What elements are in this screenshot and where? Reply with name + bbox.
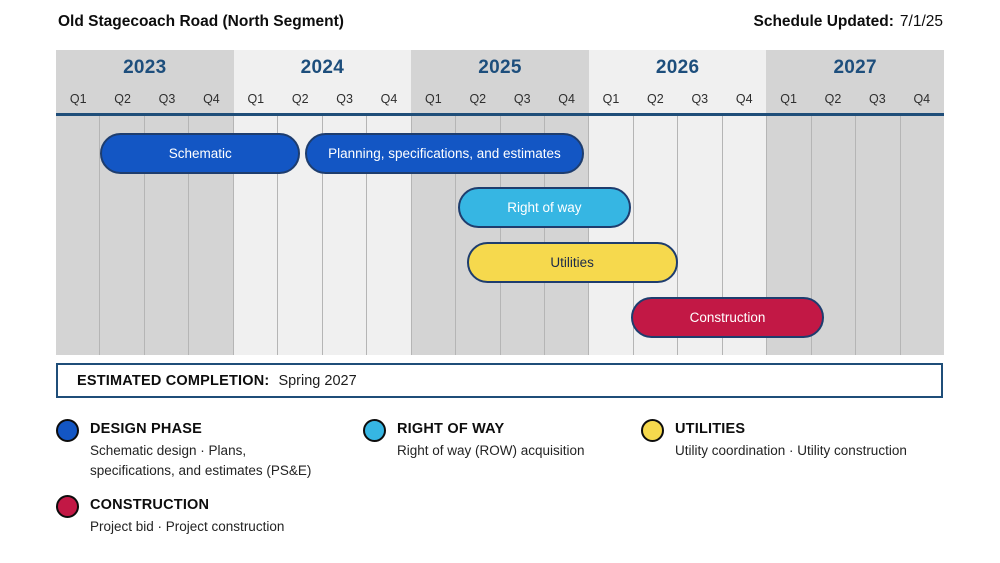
estimated-completion-label: ESTIMATED COMPLETION:: [77, 372, 270, 389]
year-section-2023: 2023 Q1 Q2 Q3 Q4: [56, 50, 234, 113]
quarter-row: Q1 Q2 Q3 Q4: [234, 92, 412, 113]
year-label: 2023: [123, 57, 167, 78]
bar-utilities: Utilities: [466, 242, 678, 283]
year-label: 2027: [833, 57, 877, 78]
bar-right-of-way: Right of way: [457, 187, 631, 228]
quarter-label: Q4: [203, 92, 220, 106]
year-section-2027: 2027 Q1 Q2 Q3 Q4: [766, 50, 944, 113]
schedule-updated-value: 7/1/25: [899, 13, 943, 30]
bar-label: Schematic: [168, 146, 232, 161]
bar-label: Utilities: [550, 255, 594, 270]
legend-description: Right of way (ROW) acquisition: [397, 443, 585, 458]
design-phase-color-dot: [56, 419, 79, 442]
legend-title: DESIGN PHASE: [90, 421, 202, 437]
quarter-label: Q3: [869, 92, 886, 106]
utilities-color-dot: [641, 419, 664, 442]
bar-label: Construction: [689, 310, 766, 325]
estimated-completion-value: Spring 2027: [278, 372, 357, 389]
legend-title: RIGHT OF WAY: [397, 421, 505, 437]
gantt-chart: 2023 Q1 Q2 Q3 Q4 2024 Q1 Q2 Q3 Q4 2025: [56, 50, 944, 355]
schedule-updated: Schedule Updated: 7/1/25: [754, 13, 944, 31]
quarter-label: Q2: [647, 92, 664, 106]
legend-text: RIGHT OF WAY Right of way (ROW) acquisit…: [397, 418, 585, 461]
quarter-label: Q1: [780, 92, 797, 106]
quarter-label: Q2: [291, 92, 309, 106]
quarter-row: Q1 Q2 Q3 Q4: [411, 92, 589, 113]
year-section-2024: 2024 Q1 Q2 Q3 Q4: [233, 50, 412, 113]
right-of-way-color-dot: [363, 419, 386, 442]
quarter-label: Q2: [469, 92, 487, 106]
bar-planning-specifications-estimates: Planning, specifications, and estimates: [304, 133, 585, 174]
legend-text: UTILITIES Utility coordination · Utility…: [675, 418, 907, 461]
year-label: 2025: [478, 57, 522, 78]
quarter-label: Q1: [69, 92, 87, 106]
quarter-row: Q1 Q2 Q3 Q4: [589, 92, 767, 113]
legend-title: UTILITIES: [675, 421, 746, 437]
bar-label: Planning, specifications, and estimates: [328, 146, 561, 161]
quarter-label: Q4: [735, 92, 753, 106]
legend-description: Schematic design · Plans, specifications…: [90, 443, 312, 478]
bar-label: Right of way: [507, 200, 582, 215]
quarter-label: Q3: [691, 92, 709, 106]
schedule-updated-label: Schedule Updated:: [753, 13, 894, 30]
gantt-bars-layer: Schematic Planning, specifications, and …: [56, 116, 944, 355]
bar-construction: Construction: [630, 297, 825, 338]
quarter-label: Q1: [247, 92, 265, 106]
legend-title: CONSTRUCTION: [90, 497, 210, 513]
year-section-2025: 2025 Q1 Q2 Q3 Q4: [411, 50, 589, 113]
legend-description: Project bid · Project construction: [90, 519, 285, 534]
legend-text: DESIGN PHASE Schematic design · Plans, s…: [90, 418, 311, 480]
quarter-row: Q1 Q2 Q3 Q4: [766, 92, 944, 113]
gantt-body: Schematic Planning, specifications, and …: [56, 116, 944, 355]
quarter-label: Q1: [425, 92, 442, 106]
quarter-label: Q4: [913, 92, 931, 106]
legend-item-utilities: UTILITIES Utility coordination · Utility…: [641, 418, 907, 461]
quarter-label: Q4: [380, 92, 398, 106]
quarter-label: Q3: [158, 92, 176, 106]
legend-text: CONSTRUCTION Project bid · Project const…: [90, 494, 284, 537]
quarter-label: Q3: [336, 92, 353, 106]
quarter-label: Q3: [513, 92, 531, 106]
legend-item-design-phase: DESIGN PHASE Schematic design · Plans, s…: [56, 418, 311, 480]
legend-description: Utility coordination · Utility construct…: [675, 443, 907, 458]
page-title: Old Stagecoach Road (North Segment): [58, 13, 344, 30]
year-label: 2024: [300, 57, 345, 78]
construction-color-dot: [56, 495, 79, 518]
quarter-gridlines-layer: [56, 116, 944, 355]
legend-item-right-of-way: RIGHT OF WAY Right of way (ROW) acquisit…: [363, 418, 585, 461]
gantt-year-header: 2023 Q1 Q2 Q3 Q4 2024 Q1 Q2 Q3 Q4 2025: [56, 50, 944, 113]
legend-item-construction: CONSTRUCTION Project bid · Project const…: [56, 494, 284, 537]
quarter-label: Q4: [558, 92, 575, 106]
quarter-row: Q1 Q2 Q3 Q4: [56, 92, 234, 113]
year-label: 2026: [655, 57, 700, 78]
year-section-2026: 2026 Q1 Q2 Q3 Q4: [588, 50, 767, 113]
quarter-label: Q2: [114, 92, 131, 106]
quarter-label: Q1: [602, 92, 620, 106]
estimated-completion-box: ESTIMATED COMPLETION: Spring 2027: [56, 363, 943, 398]
quarter-label: Q2: [824, 92, 842, 106]
axis-divider-line: [56, 113, 944, 116]
bar-schematic: Schematic: [100, 133, 301, 174]
